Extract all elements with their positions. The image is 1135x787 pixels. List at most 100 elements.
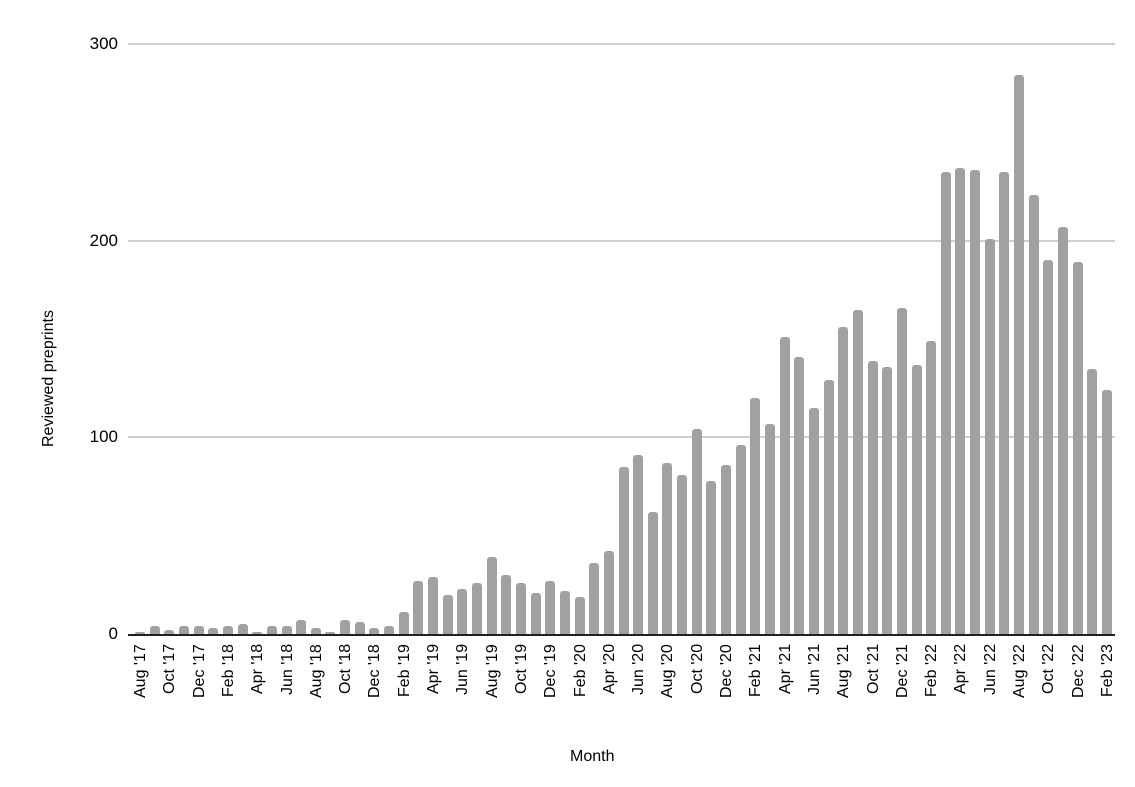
y-tick-label: 200 — [89, 230, 118, 250]
bar — [471, 582, 482, 634]
x-tick-label: Jun '18 — [278, 643, 296, 695]
bar — [486, 557, 497, 634]
bar — [559, 590, 570, 634]
y-tick-label: 100 — [89, 427, 118, 447]
bar — [442, 594, 453, 634]
y-tick-label: 300 — [89, 34, 118, 53]
x-tick-label: Oct '20 — [688, 643, 706, 694]
bar — [266, 626, 277, 634]
x-tick-label: Jun '20 — [630, 643, 648, 695]
x-tick-label: Oct '19 — [512, 643, 530, 694]
bar — [999, 171, 1010, 634]
x-tick-label: Jun '21 — [805, 643, 823, 695]
bar — [808, 407, 819, 634]
x-tick-label: Dec '19 — [542, 644, 560, 698]
bar — [633, 455, 644, 634]
x-tick-label: Oct '22 — [1040, 643, 1058, 694]
x-tick-label: Oct '21 — [864, 643, 882, 694]
bar — [501, 575, 512, 634]
bar — [603, 551, 614, 634]
bar — [882, 366, 893, 634]
x-tick-label: Dec '21 — [893, 644, 911, 698]
x-tick-label: Jun '22 — [981, 643, 999, 695]
bar — [252, 632, 263, 634]
bar — [794, 356, 805, 634]
bar — [1043, 260, 1054, 634]
bar — [193, 626, 204, 634]
bar — [984, 238, 995, 634]
x-tick-label: Dec '22 — [1069, 644, 1087, 698]
bar — [647, 512, 658, 634]
bar — [721, 464, 732, 634]
bar — [222, 626, 233, 634]
bar — [515, 582, 526, 634]
x-tick-label: Apr '18 — [249, 643, 267, 694]
x-tick-label: Feb '19 — [395, 644, 413, 697]
bar — [413, 580, 424, 634]
bar — [662, 462, 673, 634]
x-tick-label: Dec '18 — [366, 644, 384, 698]
bar — [296, 620, 307, 634]
bar — [955, 167, 966, 634]
x-axis-title: Month — [570, 748, 615, 765]
x-tick-label: Dec '20 — [718, 644, 736, 698]
bar — [164, 630, 175, 634]
plot-area — [128, 43, 1115, 636]
x-tick-label: Jun '19 — [454, 643, 472, 695]
x-tick-label: Feb '21 — [747, 644, 765, 697]
x-tick-label: Aug '20 — [659, 644, 677, 698]
bar — [677, 474, 688, 634]
x-tick-label: Aug '17 — [132, 644, 149, 698]
bar — [530, 592, 541, 634]
bar — [325, 632, 336, 634]
bar — [574, 596, 585, 634]
bar — [545, 580, 556, 634]
gridline-300 — [128, 43, 1115, 45]
bar — [735, 445, 746, 634]
bar — [369, 628, 380, 634]
bar — [237, 624, 248, 634]
bar — [589, 563, 600, 634]
x-tick-label: Feb '23 — [1099, 644, 1116, 697]
x-tick-label: Aug '21 — [835, 644, 853, 698]
x-tick-label: Apr '19 — [425, 643, 443, 694]
bar — [838, 327, 849, 634]
bar — [1072, 262, 1083, 634]
bar — [691, 429, 702, 634]
bar — [178, 626, 189, 634]
x-tick-label: Apr '20 — [600, 643, 618, 694]
bar — [340, 620, 351, 634]
bar — [354, 622, 365, 634]
y-tick-label: 0 — [108, 624, 118, 643]
bar — [208, 628, 219, 634]
x-tick-label: Feb '22 — [923, 644, 941, 697]
bar — [618, 466, 629, 634]
bar — [1087, 368, 1098, 634]
bar — [1058, 226, 1069, 634]
bar — [823, 380, 834, 634]
bar — [398, 612, 409, 634]
bar — [1102, 390, 1112, 634]
bar — [779, 337, 790, 634]
bar — [428, 576, 439, 634]
x-tick-label: Apr '22 — [952, 643, 970, 694]
gridline-100 — [128, 436, 1115, 439]
gridline-200 — [128, 239, 1115, 242]
x-tick-label: Feb '18 — [219, 644, 237, 697]
y-axis-title: Reviewed preprints — [40, 309, 57, 447]
bar — [281, 626, 292, 634]
bar — [911, 364, 922, 634]
x-tick-label: Aug '22 — [1011, 644, 1029, 698]
x-tick-label: Aug '19 — [483, 644, 501, 698]
bar — [706, 480, 717, 634]
bar — [765, 423, 775, 634]
x-tick-label: Apr '21 — [776, 643, 794, 694]
bar — [896, 307, 907, 634]
bar — [926, 340, 937, 634]
x-axis-line — [128, 634, 1115, 636]
bar — [457, 588, 468, 634]
x-tick-label: Aug '18 — [307, 644, 325, 698]
bar — [310, 628, 321, 634]
x-tick-label: Dec '17 — [190, 644, 208, 698]
bar — [1028, 195, 1039, 634]
